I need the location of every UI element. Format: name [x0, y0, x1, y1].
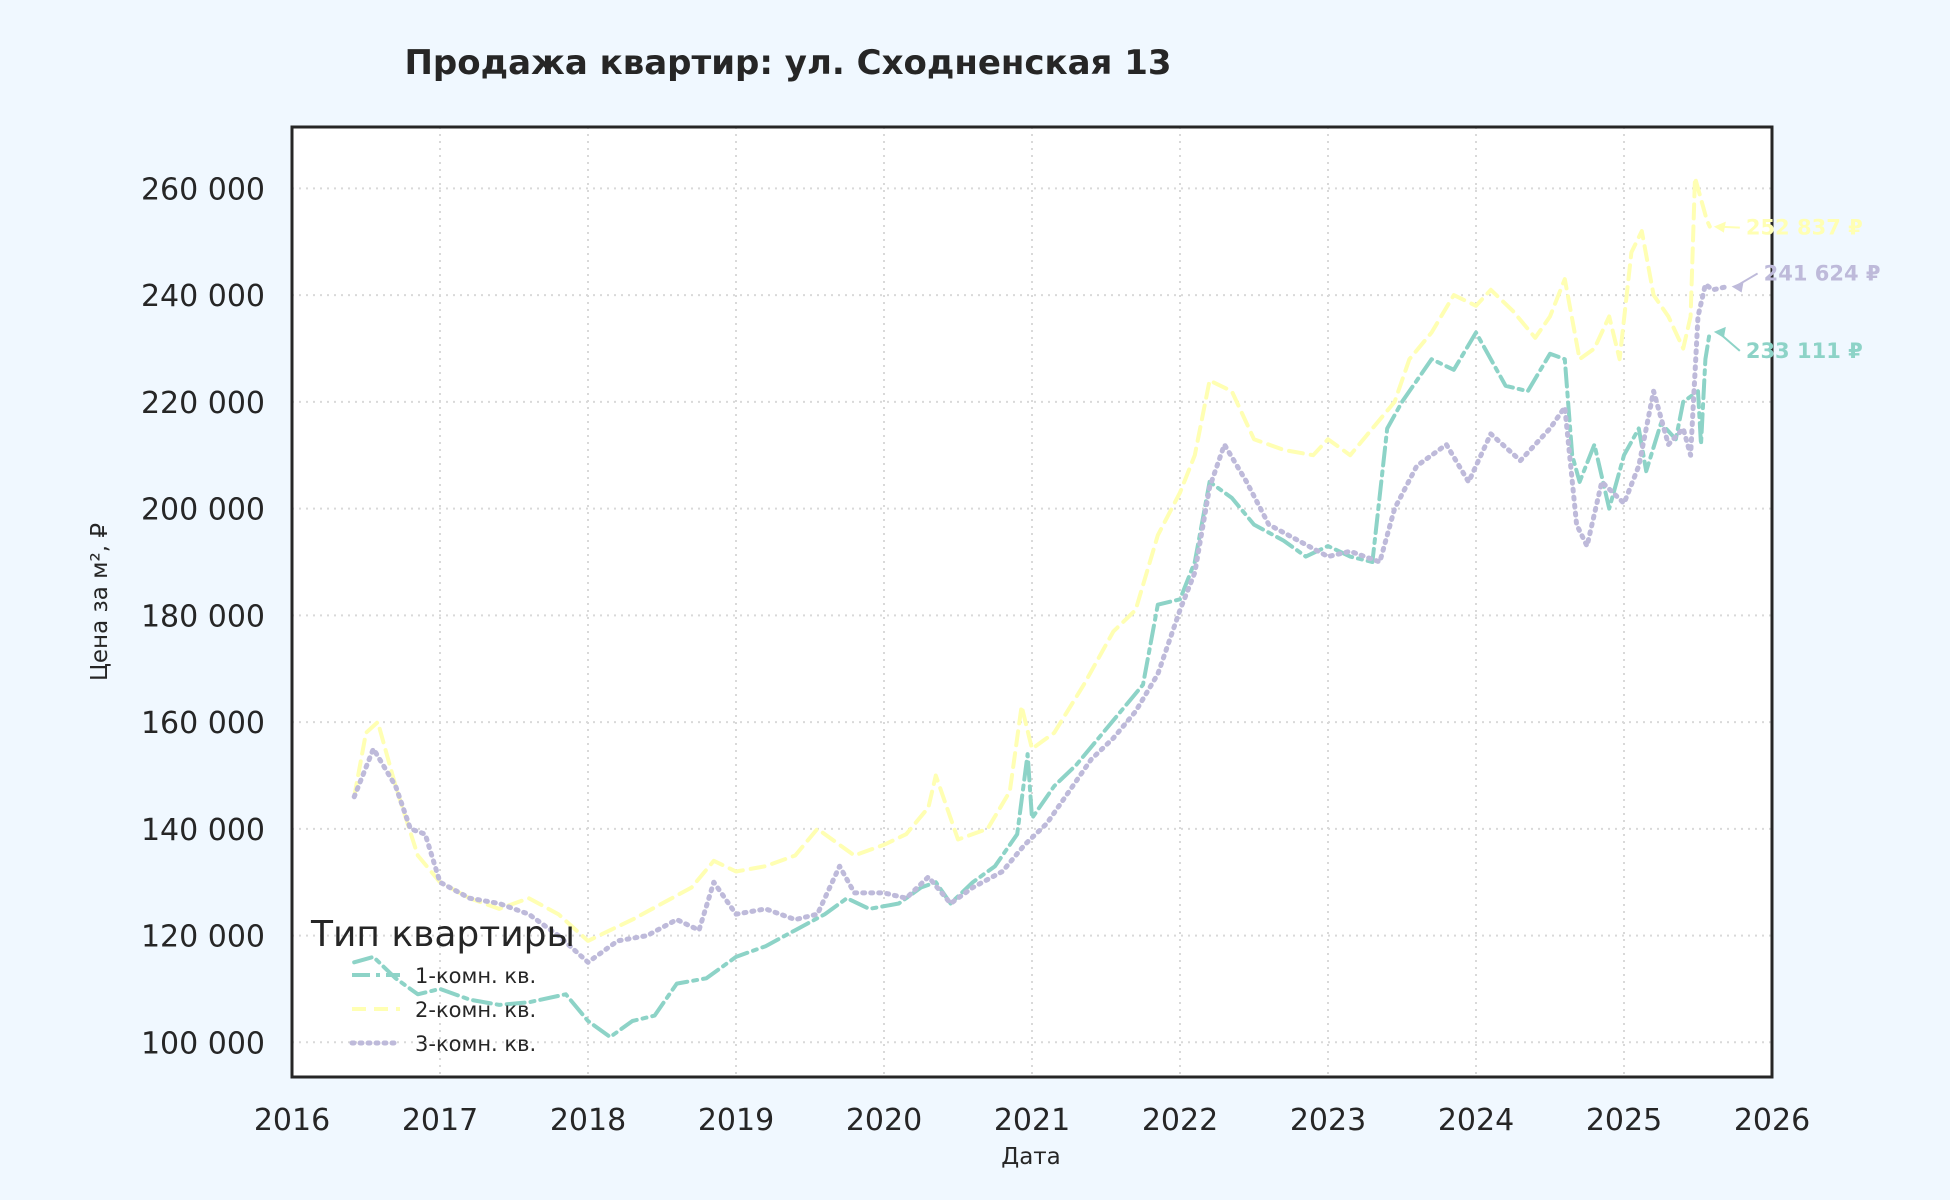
- x-tick-label: 2023: [1290, 1103, 1366, 1138]
- chart-title: Продажа квартир: ул. Сходненская 13: [404, 43, 1171, 83]
- legend: Тип квартиры 1-комн. кв. 2-комн. кв. 3-к…: [310, 914, 575, 1056]
- series-1room-end-arrowhead: [1713, 326, 1726, 338]
- x-tick-label: 2018: [550, 1103, 626, 1138]
- x-tick-label: 2025: [1586, 1103, 1662, 1138]
- series-3room-end-arrowhead: [1731, 281, 1744, 293]
- x-axis-label: Дата: [1001, 1144, 1061, 1170]
- plot-frame: [290, 125, 1774, 1079]
- x-tick-label: 2016: [254, 1103, 330, 1138]
- series-3room-end-label: 241 624 ₽: [1764, 261, 1881, 285]
- legend-label-1room: 1-комн. кв.: [415, 964, 536, 988]
- y-tick-label: 240 000: [141, 279, 265, 314]
- legend-title: Тип квартиры: [310, 914, 575, 955]
- x-tick-label: 2017: [402, 1103, 478, 1138]
- y-tick-label: 140 000: [141, 813, 265, 848]
- x-tick-label: 2022: [1142, 1103, 1218, 1138]
- series-3room-line: [351, 281, 1731, 965]
- x-tick-label: 2021: [994, 1103, 1070, 1138]
- legend-label-2room: 2-комн. кв.: [415, 998, 536, 1022]
- y-tick-label: 120 000: [141, 920, 265, 955]
- x-axis: 2016 2017 2018 2019 2020 2021 2022 2023 2024 2025…: [254, 1103, 1810, 1138]
- y-tick-label: 180 000: [141, 599, 265, 634]
- legend-label-3room: 3-комн. кв.: [415, 1032, 536, 1056]
- x-tick-label: 2024: [1438, 1103, 1514, 1138]
- x-tick-label: 2020: [846, 1103, 922, 1138]
- series-2room-end-label: 252 837 ₽: [1746, 216, 1863, 240]
- series-1room-line: [352, 329, 1712, 1039]
- y-tick-label: 100 000: [141, 1026, 265, 1061]
- series-1room-end-label: 233 111 ₽: [1746, 339, 1863, 363]
- series-2room-line: [352, 175, 1712, 943]
- x-tick-label: 2026: [1734, 1103, 1810, 1138]
- end-labels: 233 111 ₽ 252 837 ₽ 241 624 ₽: [1713, 216, 1881, 363]
- x-tick-label: 2019: [698, 1103, 774, 1138]
- y-axis: 100 000 120 000 140 000 160 000 180 000 200 0…: [141, 172, 265, 1061]
- y-tick-label: 200 000: [141, 493, 265, 528]
- y-tick-label: 220 000: [141, 386, 265, 421]
- series-2room-end-arrowhead: [1713, 221, 1726, 233]
- grid: [291, 127, 1773, 1077]
- y-tick-label: 160 000: [141, 706, 265, 741]
- y-tick-label: 260 000: [141, 172, 265, 207]
- y-axis-label: Цена за м², ₽: [87, 523, 113, 681]
- series-layer: [351, 175, 1731, 1039]
